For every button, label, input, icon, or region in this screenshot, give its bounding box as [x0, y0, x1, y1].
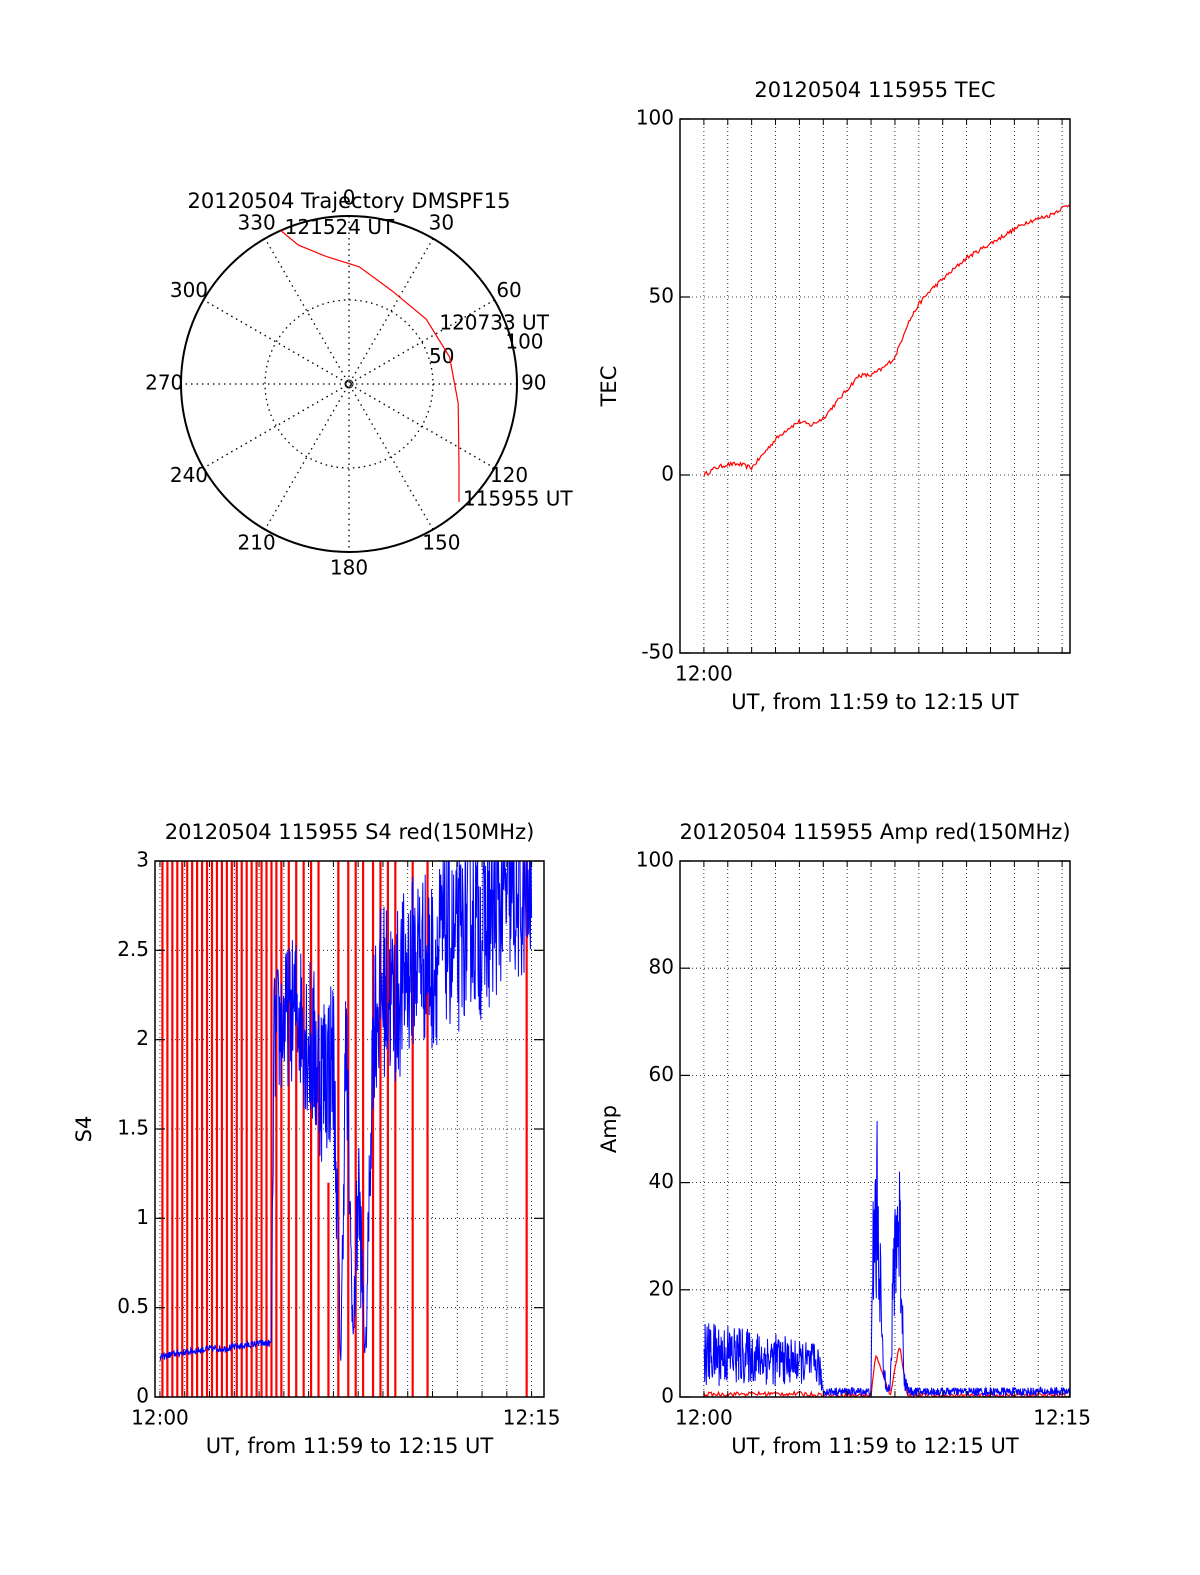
chart-title: 20120504 115955 Amp red(150MHz) — [679, 820, 1070, 844]
polar-azimuth-label: 30 — [429, 210, 454, 234]
y-tick-label: 20 — [649, 1276, 674, 1300]
chart-panel-1: -50 0 50 100 12:00 20120504 115955 TEC UT, fro… — [597, 78, 1071, 714]
y-tick-label: 60 — [649, 1062, 674, 1086]
chart-title: 20120504 115955 S4 red(150MHz) — [165, 820, 535, 844]
x-tick-label: 12:00 — [131, 1406, 189, 1430]
polar-trajectory-line — [280, 230, 460, 502]
polar-azimuth-label: 240 — [170, 463, 208, 487]
y-tick-label: 2.5 — [117, 937, 149, 961]
y-tick-label: 1 — [136, 1205, 149, 1229]
y-axis-label: Amp — [597, 1105, 621, 1153]
series-group — [703, 1120, 1070, 1397]
axes-frame — [679, 860, 1071, 1398]
polar-ring-label: 100 — [505, 329, 543, 353]
polar-spoke — [203, 299, 495, 469]
y-tick-label: 1.5 — [117, 1116, 149, 1140]
series-line-blue — [703, 1120, 1070, 1397]
x-axis-label: UT, from 11:59 to 12:15 UT — [731, 690, 1019, 714]
polar-azimuth-label: 120 — [490, 463, 528, 487]
polar-azimuth-label: 150 — [422, 531, 460, 555]
x-axis-label: UT, from 11:59 to 12:15 UT — [731, 1434, 1019, 1458]
y-axis-label: S4 — [72, 1116, 96, 1143]
polar-spoke — [264, 238, 434, 530]
y-tick-label: 100 — [636, 106, 674, 130]
x-tick-label: 12:00 — [675, 1406, 733, 1430]
series-line-blue — [159, 861, 533, 1362]
y-tick-label: 100 — [636, 848, 674, 872]
polar-annotation: 115955 UT — [463, 486, 573, 510]
x-tick-label: 12:15 — [1033, 1406, 1091, 1430]
series-group — [159, 861, 533, 1397]
y-tick-label: 3 — [136, 848, 149, 872]
y-tick-label: 0 — [661, 462, 674, 486]
polar-azimuth-label: 0 — [343, 186, 356, 210]
y-tick-label: 0.5 — [117, 1294, 149, 1318]
polar-azimuth-label: 300 — [170, 278, 208, 302]
polar-azimuth-label: 180 — [330, 555, 368, 579]
y-tick-label: 0 — [136, 1384, 149, 1408]
polar-ring-label: 50 — [429, 344, 454, 368]
polar-chart-0: 0 30 60 90 120 150 180 210 240 270 300 330 50 100 2012… — [145, 186, 573, 580]
series-line-red — [703, 204, 1070, 477]
chart-panel-3: 0 20 40 60 80 100 12:00 12:15 20120504 115955 Am… — [597, 820, 1091, 1458]
polar-azimuth-label: 60 — [496, 278, 521, 302]
polar-azimuth-label: 210 — [238, 531, 276, 555]
polar-title: 20120504 Trajectory DMSPF15 — [187, 189, 510, 213]
polar-annotation: 120733 UT — [439, 310, 549, 334]
y-tick-label: -50 — [641, 640, 674, 664]
y-tick-label: 2 — [136, 1026, 149, 1050]
y-tick-label: 0 — [661, 1384, 674, 1408]
x-tick-label: 12:00 — [675, 662, 733, 686]
y-tick-label: 80 — [649, 955, 674, 979]
chart-title: 20120504 115955 TEC — [754, 78, 995, 102]
y-tick-label: 50 — [649, 284, 674, 308]
polar-azimuth-label: 330 — [238, 210, 276, 234]
polar-azimuth-label: 90 — [521, 371, 546, 395]
polar-spoke — [264, 238, 434, 530]
y-axis-label: TEC — [597, 366, 621, 408]
x-axis-label: UT, from 11:59 to 12:15 UT — [206, 1434, 494, 1458]
chart-panel-2: 0 0.5 1 1.5 2 2.5 3 12:00 12:15 20120504 115955 S… — [72, 820, 560, 1458]
axes-frame — [679, 118, 1071, 654]
polar-azimuth-label: 270 — [145, 371, 183, 395]
polar-spoke — [203, 299, 495, 469]
polar-annotation: 121524 UT — [285, 215, 395, 239]
y-tick-label: 40 — [649, 1169, 674, 1193]
series-group — [703, 204, 1070, 477]
x-tick-label: 12:15 — [503, 1406, 561, 1430]
